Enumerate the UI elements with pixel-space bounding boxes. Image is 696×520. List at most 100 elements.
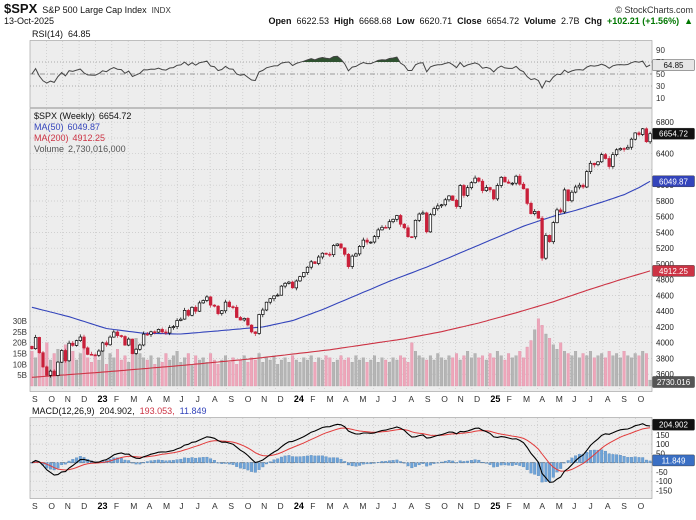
svg-text:100: 100 <box>656 440 670 449</box>
svg-text:M: M <box>130 394 137 404</box>
svg-text:S: S <box>425 501 431 511</box>
legend-series-value: 6654.72 <box>98 111 132 121</box>
legend-volume-value: 2,730,016,000 <box>68 144 126 154</box>
svg-text:N: N <box>65 501 71 511</box>
svg-text:4200: 4200 <box>656 323 674 332</box>
open-value: 6622.53 <box>296 16 329 26</box>
svg-text:A: A <box>212 501 218 511</box>
svg-text:D: D <box>278 501 284 511</box>
svg-text:25: 25 <box>490 501 500 511</box>
svg-text:4600: 4600 <box>656 291 674 300</box>
svg-text:J: J <box>392 501 396 511</box>
svg-text:204.902: 204.902 <box>659 421 688 430</box>
quote-line: Open 6622.53 High 6668.68 Low 6620.71 Cl… <box>268 15 693 28</box>
x-axis-bottom: S O N D 23 F M A M J J A S O N D 24 F M A M J J A S O N D 25 F M A M J J A S… <box>32 501 645 511</box>
macd-hist-value: 11.849 <box>179 406 207 416</box>
svg-text:M: M <box>327 501 334 511</box>
svg-text:-150: -150 <box>656 486 673 495</box>
low-value: 6620.71 <box>419 16 453 26</box>
svg-text:M: M <box>556 501 563 511</box>
svg-text:M: M <box>163 394 170 404</box>
high-label: High <box>334 16 354 26</box>
svg-text:2730.016: 2730.016 <box>657 378 691 387</box>
svg-text:D: D <box>81 501 87 511</box>
svg-text:50: 50 <box>656 70 665 79</box>
svg-text:M: M <box>523 394 530 404</box>
svg-text:50: 50 <box>656 449 665 458</box>
svg-text:10B: 10B <box>13 360 27 369</box>
svg-text:N: N <box>261 501 267 511</box>
svg-text:A: A <box>539 501 545 511</box>
svg-text:M: M <box>130 501 137 511</box>
rsi-legend: RSI(14) 64.85 <box>0 28 696 40</box>
svg-text:A: A <box>343 394 349 404</box>
svg-text:A: A <box>408 394 414 404</box>
index-name: S&P 500 Large Cap Index <box>42 5 147 15</box>
price-plot: 6800640060005800560054005200500048004600… <box>13 108 695 392</box>
svg-text:3600: 3600 <box>656 370 674 379</box>
svg-text:5000: 5000 <box>656 260 674 269</box>
high-value: 6668.68 <box>359 16 392 26</box>
svg-text:20B: 20B <box>13 339 27 348</box>
up-arrow-icon: ▲ <box>684 16 693 26</box>
svg-text:4800: 4800 <box>656 276 674 285</box>
macd-signal-value: 193.053, <box>139 406 175 416</box>
svg-text:A: A <box>343 501 349 511</box>
svg-text:10: 10 <box>656 94 665 103</box>
svg-text:O: O <box>638 394 645 404</box>
svg-text:24: 24 <box>294 394 304 404</box>
svg-text:A: A <box>605 501 611 511</box>
legend-ma200-label: MA(200) <box>34 133 69 143</box>
svg-text:O: O <box>441 394 448 404</box>
svg-text:5200: 5200 <box>656 244 674 253</box>
svg-text:N: N <box>458 501 464 511</box>
price-panel: 6800640060005800560054005200500048004600… <box>0 108 696 392</box>
svg-text:N: N <box>261 394 267 404</box>
main-legend: $SPX (Weekly) 6654.72 MA(50) 6049.87 MA(20… <box>34 111 135 155</box>
svg-text:F: F <box>310 501 315 511</box>
svg-text:M: M <box>327 394 334 404</box>
legend-series-name: $SPX (Weekly) <box>34 111 95 121</box>
macd-value: 204.902, <box>99 406 135 416</box>
svg-text:23: 23 <box>97 501 107 511</box>
volume-label: Volume <box>524 16 556 26</box>
close-value: 6654.72 <box>486 16 520 26</box>
svg-text:25B: 25B <box>13 328 27 337</box>
legend-ma50-value: 6049.87 <box>67 122 101 132</box>
svg-text:J: J <box>572 394 576 404</box>
svg-text:S: S <box>228 501 234 511</box>
chg-label: Chg <box>584 16 603 26</box>
svg-text:A: A <box>605 394 611 404</box>
svg-text:J: J <box>589 501 593 511</box>
svg-text:S: S <box>621 394 627 404</box>
svg-text:J: J <box>196 501 200 511</box>
svg-text:N: N <box>458 394 464 404</box>
svg-text:23: 23 <box>97 394 107 404</box>
svg-text:F: F <box>114 394 119 404</box>
svg-text:30B: 30B <box>13 317 27 326</box>
low-label: Low <box>396 16 415 26</box>
svg-text:6049.87: 6049.87 <box>659 177 688 186</box>
x-axis-top: S O N D 23 F M A M J J A S O N D 24 F M A M J J A S O N D 25 F M A M J J A S… <box>32 394 645 404</box>
svg-text:D: D <box>81 394 87 404</box>
chg-value: +102.21 (+1.56%) <box>607 16 680 26</box>
rsi-value: 64.85 <box>68 29 91 39</box>
svg-text:O: O <box>245 501 252 511</box>
svg-text:25: 25 <box>490 394 500 404</box>
svg-text:J: J <box>179 394 183 404</box>
svg-text:J: J <box>376 501 380 511</box>
svg-text:M: M <box>523 501 530 511</box>
svg-text:F: F <box>310 394 315 404</box>
svg-text:J: J <box>392 394 396 404</box>
svg-text:D: D <box>474 501 480 511</box>
svg-text:O: O <box>245 394 252 404</box>
svg-text:M: M <box>163 501 170 511</box>
svg-text:4000: 4000 <box>656 339 674 348</box>
volume-value: 2.7B <box>561 16 580 26</box>
svg-text:6654.72: 6654.72 <box>659 130 688 139</box>
svg-text:5800: 5800 <box>656 197 674 206</box>
svg-text:O: O <box>48 394 55 404</box>
legend-ma200-value: 4912.25 <box>72 133 106 143</box>
